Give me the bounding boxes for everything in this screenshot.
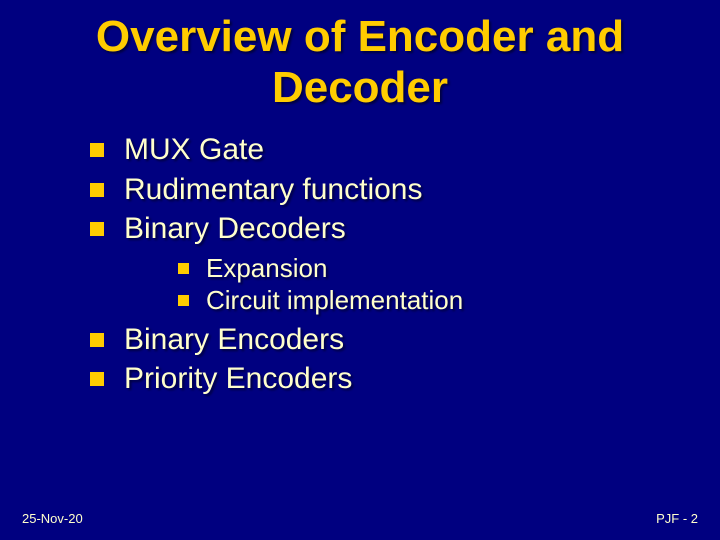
list-item: Circuit implementation [178, 284, 680, 317]
list-item: Binary Decoders Expansion Circuit implem… [90, 210, 680, 317]
list-item: Expansion [178, 252, 680, 285]
bullet-text: Binary Encoders [124, 323, 344, 356]
bullet-list-level1: MUX Gate Rudimentary functions Binary De… [40, 131, 680, 398]
bullet-text: MUX Gate [124, 133, 264, 166]
list-item: Binary Encoders [90, 321, 680, 359]
footer-page: PJF - 2 [656, 511, 698, 526]
footer-date: 25-Nov-20 [22, 511, 83, 526]
list-item: Priority Encoders [90, 360, 680, 398]
slide-title: Overview of Encoder and Decoder [40, 12, 680, 113]
bullet-text: Binary Decoders [124, 212, 346, 245]
bullet-text: Circuit implementation [206, 285, 463, 315]
slide: Overview of Encoder and Decoder MUX Gate… [0, 0, 720, 540]
bullet-text: Rudimentary functions [124, 173, 422, 206]
list-item: Rudimentary functions [90, 171, 680, 209]
bullet-text: Priority Encoders [124, 362, 352, 395]
bullet-text: Expansion [206, 253, 327, 283]
list-item: MUX Gate [90, 131, 680, 169]
bullet-list-level2: Expansion Circuit implementation [124, 252, 680, 317]
